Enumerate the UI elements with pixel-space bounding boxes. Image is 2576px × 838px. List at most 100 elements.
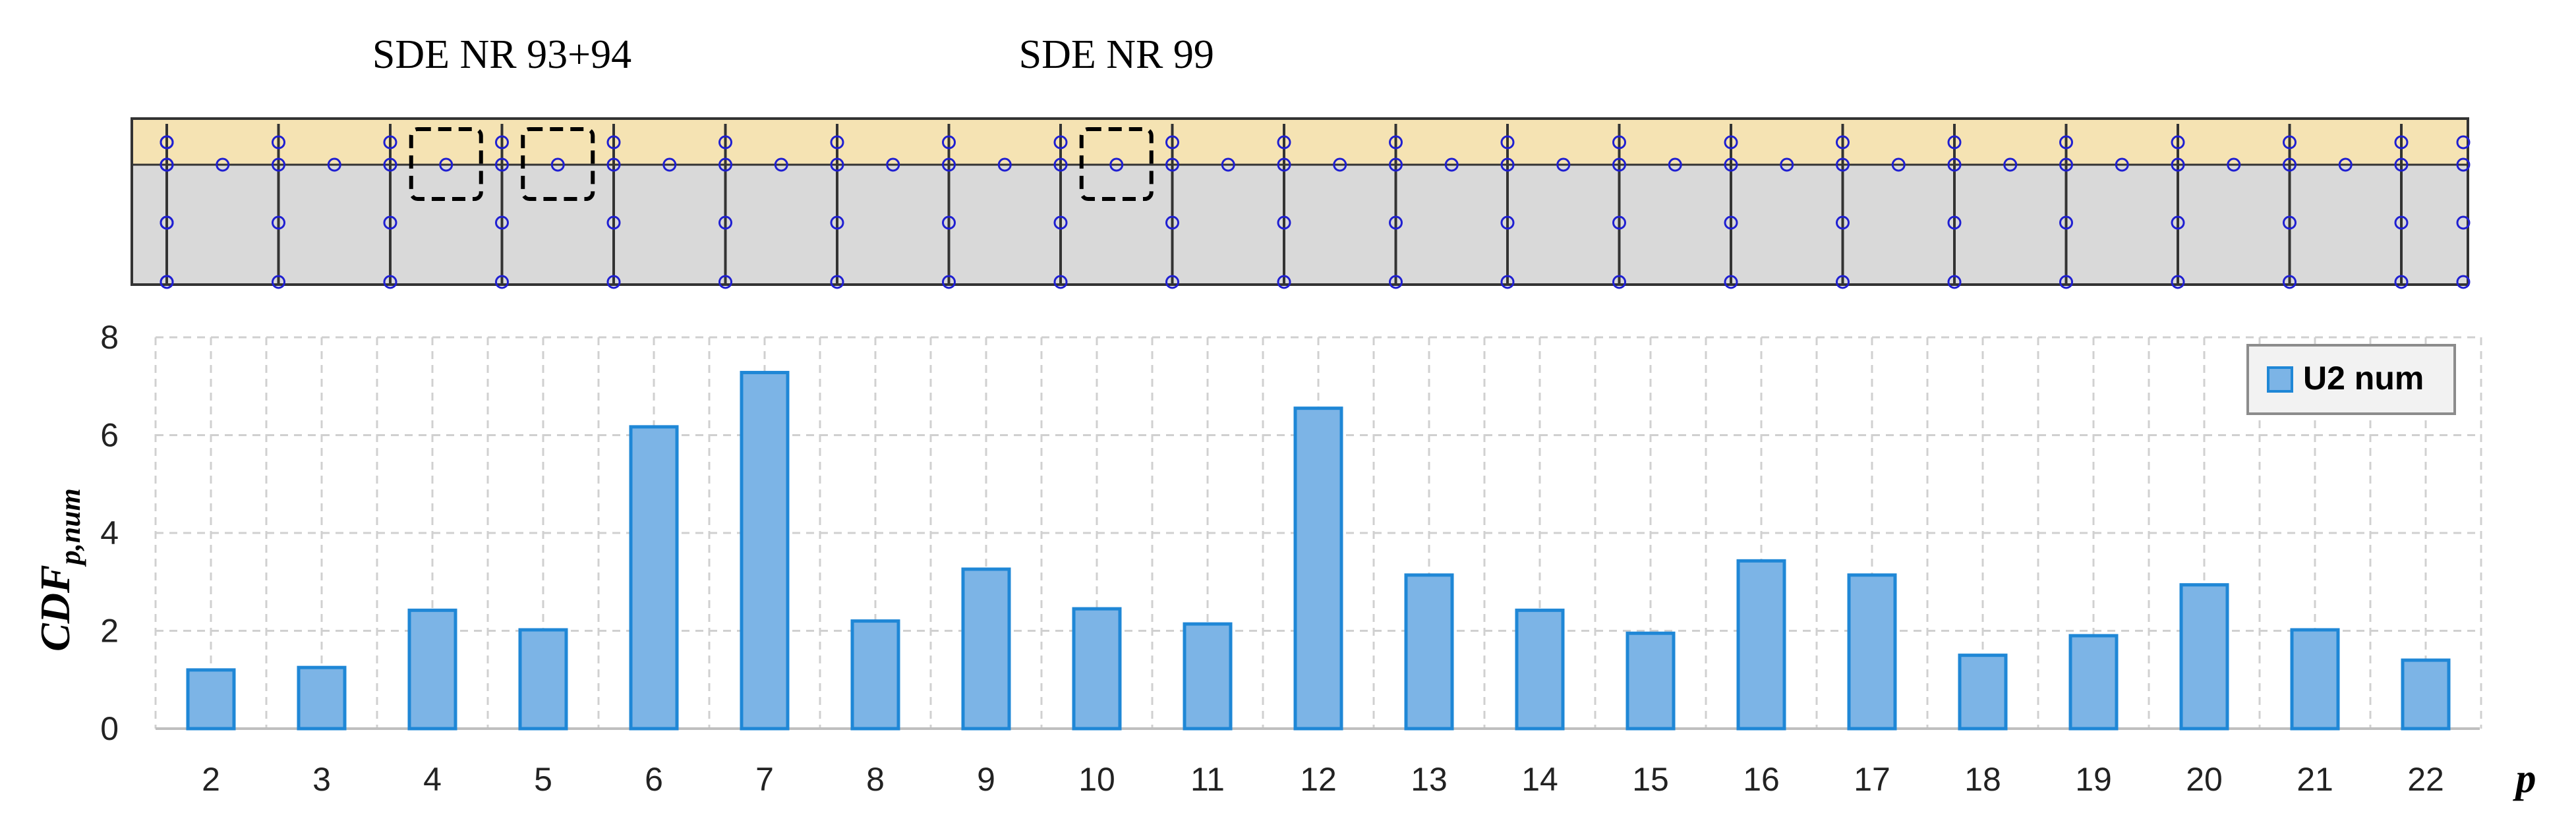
node-marker [1836,275,1850,289]
node-marker [2227,157,2241,172]
node-marker [2283,157,2297,172]
node-marker [1277,135,1291,150]
node-marker [495,135,509,150]
bar-12 [1293,406,1343,731]
diagram-nodes [160,135,2471,289]
x-tick-label: 14 [1521,761,1558,798]
node-marker [272,135,285,150]
legend-label-u2-num: U2 num [2303,360,2424,397]
highlight-box [521,127,595,201]
node-marker [383,275,397,289]
bar-2 [186,668,236,731]
node-marker [718,157,732,172]
node-marker [1053,275,1068,289]
x-tick-label: 15 [1632,761,1669,798]
node-marker [2171,215,2185,230]
diagram-posts [165,124,2403,285]
node-marker [2059,157,2073,172]
node-marker [2283,215,2297,230]
x-tick-label: 21 [2297,761,2333,798]
x-tick-label: 22 [2407,761,2444,798]
node-marker [550,157,565,172]
node-marker [718,215,732,230]
annotation-sde-nr-93-94: SDE NR 93+94 [372,32,631,77]
node-marker [2394,135,2409,150]
x-tick-label: 4 [423,761,442,798]
bar-20 [2179,583,2229,731]
bar-7 [740,370,790,731]
bar-6 [629,425,679,731]
y-tick-labels: 0 2 4 6 8 [100,319,119,747]
node-marker [2456,275,2471,289]
y-tick-label: 4 [100,515,119,551]
legend-swatch-u2-num [2267,366,2293,393]
node-marker [2456,215,2471,230]
bar-13 [1404,573,1454,731]
node-marker [606,275,621,289]
node-marker [662,157,677,172]
x-tick-label: 13 [1411,761,1448,798]
node-marker [1836,215,1850,230]
node-marker [1165,215,1179,230]
y-tick-label: 2 [100,613,119,650]
bar-9 [961,567,1011,731]
node-marker [1724,215,1738,230]
node-marker [495,157,509,172]
x-tick-label: 20 [2186,761,2223,798]
node-marker [272,275,285,289]
node-marker [1556,157,1571,172]
node-marker [2171,275,2185,289]
y-tick-label: 8 [100,319,119,356]
node-marker [2059,215,2073,230]
x-tick-label: 19 [2075,761,2112,798]
node-marker [606,215,621,230]
bar-4 [407,608,457,731]
diagram-highlight-boxes [409,127,1154,201]
node-marker [160,157,174,172]
node-marker [774,157,788,172]
node-marker [383,157,397,172]
node-marker [2059,275,2073,289]
node-marker [1053,135,1068,150]
node-marker [1612,275,1626,289]
bar-11 [1183,622,1233,731]
x-tick-label: 3 [312,761,331,798]
bar-14 [1515,608,1565,731]
bar-22 [2401,658,2451,731]
node-marker [1389,157,1403,172]
node-marker [1724,135,1738,150]
node-marker [1724,275,1738,289]
node-marker [1500,135,1515,150]
node-marker [1053,157,1068,172]
node-marker [830,215,844,230]
bar-17 [1847,573,1897,731]
node-marker [1165,157,1179,172]
node-marker [327,157,341,172]
node-marker [1165,135,1179,150]
bar-3 [297,665,347,731]
node-marker [2456,157,2471,172]
node-marker [1947,275,1962,289]
bar-10 [1072,607,1122,731]
bar-8 [850,619,900,731]
annotation-sde-nr-99: SDE NR 99 [1019,32,1214,77]
node-marker [942,157,956,172]
node-marker [2171,157,2185,172]
node-marker [272,157,285,172]
node-marker [606,135,621,150]
node-marker [1947,215,1962,230]
bar-18 [1958,654,2008,731]
node-marker [1277,275,1291,289]
node-marker [2115,157,2129,172]
y-tick-label: 0 [100,710,119,747]
node-marker [1500,157,1515,172]
y-axis-label: CDFp,num [32,488,86,652]
node-marker [1780,157,1794,172]
x-tick-label: 7 [755,761,774,798]
node-marker [1612,215,1626,230]
x-tick-label: 8 [866,761,885,798]
bar-5 [518,628,568,731]
y-axis-label-main: CDF [32,565,78,652]
node-marker [1389,135,1403,150]
